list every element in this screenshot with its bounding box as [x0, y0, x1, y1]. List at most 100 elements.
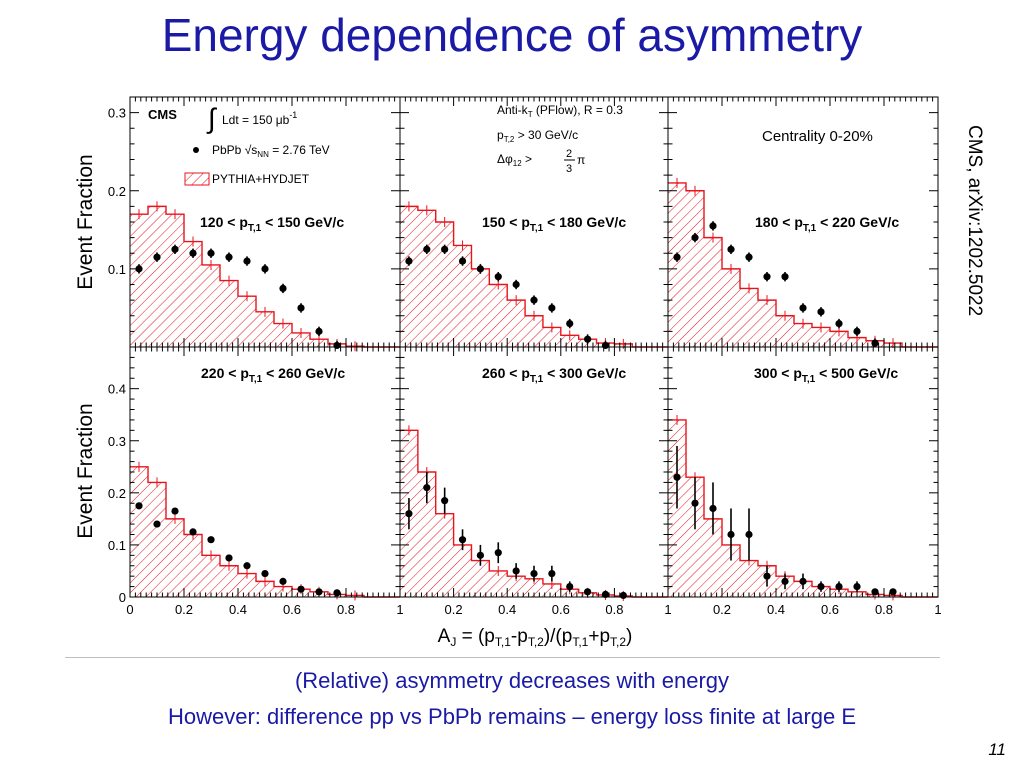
x-tick-label: 1 [664, 602, 671, 617]
selection-algo: Anti-kT (PFlow), R = 0.3 [497, 103, 623, 119]
data-point [458, 536, 467, 544]
y-tick-label: 0.2 [108, 184, 126, 199]
page-number: 11 [988, 740, 1006, 759]
data-point [548, 304, 556, 312]
data-point [512, 567, 520, 575]
panel-pt-label: 120 < pT,1 < 150 GeV/c [200, 214, 344, 234]
data-point [476, 551, 484, 559]
data-point [153, 253, 161, 261]
data-point [853, 327, 861, 335]
x-tick-label: 0.4 [767, 602, 785, 617]
panel-pt-label: 220 < pT,1 < 260 GeV/c [201, 365, 345, 385]
x-tick-label: 0.2 [713, 602, 731, 617]
panel-pt-label: 300 < pT,1 < 500 GeV/c [754, 365, 898, 385]
x-tick-label: 0.8 [337, 602, 355, 617]
panel-2: 150 < pT,1 < 180 GeV/c [399, 96, 669, 350]
data-point [171, 507, 179, 515]
data-point [530, 569, 538, 578]
data-point [494, 549, 502, 557]
legend-mc: PYTHIA+HYDJET [212, 172, 310, 186]
mc-histogram-fill [668, 419, 938, 597]
y-tick-label: 0.3 [108, 434, 126, 449]
x-tick-label: 0.6 [283, 602, 301, 617]
y-tick-label: 0.1 [108, 538, 126, 553]
data-point [619, 591, 627, 600]
data-point [333, 589, 341, 597]
data-point [261, 265, 269, 273]
data-point [423, 484, 431, 492]
selection-dphi-pi: π [577, 153, 585, 167]
data-point [530, 296, 538, 304]
mc-histogram-fill [130, 466, 400, 597]
data-point [135, 502, 143, 510]
data-point [548, 569, 556, 578]
x-tick-label: 0.8 [605, 602, 623, 617]
data-point [135, 265, 143, 273]
data-point [189, 249, 197, 257]
x-tick-label: 0 [126, 602, 133, 617]
data-point [458, 257, 467, 265]
data-point [441, 497, 449, 505]
data-point [225, 554, 233, 562]
data-point [494, 273, 502, 281]
data-point [279, 284, 287, 293]
data-point [799, 304, 807, 312]
y-tick-label: 0.3 [108, 106, 126, 121]
selection-cuts: Anti-kT (PFlow), R = 0.3 pT,2 > 30 GeV/c… [497, 103, 623, 175]
x-tick-label: 0.8 [875, 602, 893, 617]
data-point [189, 528, 197, 536]
data-point [243, 257, 251, 265]
x-tick-label: 1 [934, 602, 941, 617]
data-point [315, 327, 323, 335]
data-point [691, 234, 699, 242]
data-point [673, 253, 681, 261]
legend: CMS ∫ Ldt = 150 μb-1 PbPb √sNN = 2.76 Te… [148, 103, 330, 186]
page-title: Energy dependence of asymmetry [161, 9, 863, 61]
x-tick-label: 0.2 [175, 602, 193, 617]
data-point [512, 280, 520, 289]
legend-lumi: Ldt = 150 μb-1 [222, 110, 297, 127]
data-point [871, 339, 879, 347]
selection-dphi: Δφ12 > [497, 152, 532, 168]
data-point [297, 304, 305, 312]
data-point [835, 582, 843, 591]
integral-icon: ∫ [206, 103, 218, 134]
data-point [763, 273, 771, 281]
selection-pt2: pT,2 > 30 GeV/c [497, 128, 578, 144]
data-point [853, 582, 861, 591]
y-tick-label: 0 [119, 590, 126, 605]
panel-pt-label: 260 < pT,1 < 300 GeV/c [482, 365, 626, 385]
data-point [243, 562, 251, 570]
legend-cms: CMS [148, 107, 177, 122]
data-point [817, 308, 825, 316]
data-point [261, 569, 269, 578]
divider [65, 657, 940, 658]
x-tick-label: 0.6 [821, 602, 839, 617]
data-point [727, 530, 735, 539]
x-axis-label: AJ = (pT,1-pT,2)/(pT,1+pT,2) [438, 626, 633, 649]
x-tick-label: 0.4 [229, 602, 247, 617]
data-point [405, 257, 413, 265]
citation: CMS, arXiv:1202.5022 [964, 125, 985, 317]
selection-dphi-den: 3 [566, 163, 572, 175]
data-point [727, 245, 735, 253]
data-point [871, 588, 879, 596]
y-tick-label: 0.4 [108, 382, 126, 397]
data-point [207, 536, 215, 544]
y-axis-label-top: Event Fraction [74, 154, 97, 289]
legend-data-marker [193, 147, 199, 153]
data-point [405, 510, 413, 518]
data-point [709, 222, 717, 230]
panel-pt-label: 180 < pT,1 < 220 GeV/c [755, 214, 899, 234]
data-point [763, 572, 771, 580]
panel-6: 0.2 0.4 0.6 0.8 1 300 < pT,1 < 500 GeV/c [667, 346, 942, 617]
data-point [817, 582, 825, 591]
x-tick-label: 0.6 [552, 602, 570, 617]
panel-5: 0.2 0.4 0.6 0.8 1 260 < pT,1 < 300 GeV/c [399, 346, 672, 617]
data-point [566, 582, 574, 591]
data-point [745, 253, 753, 261]
data-point [745, 530, 753, 539]
data-point [441, 245, 449, 253]
data-point [476, 265, 484, 273]
